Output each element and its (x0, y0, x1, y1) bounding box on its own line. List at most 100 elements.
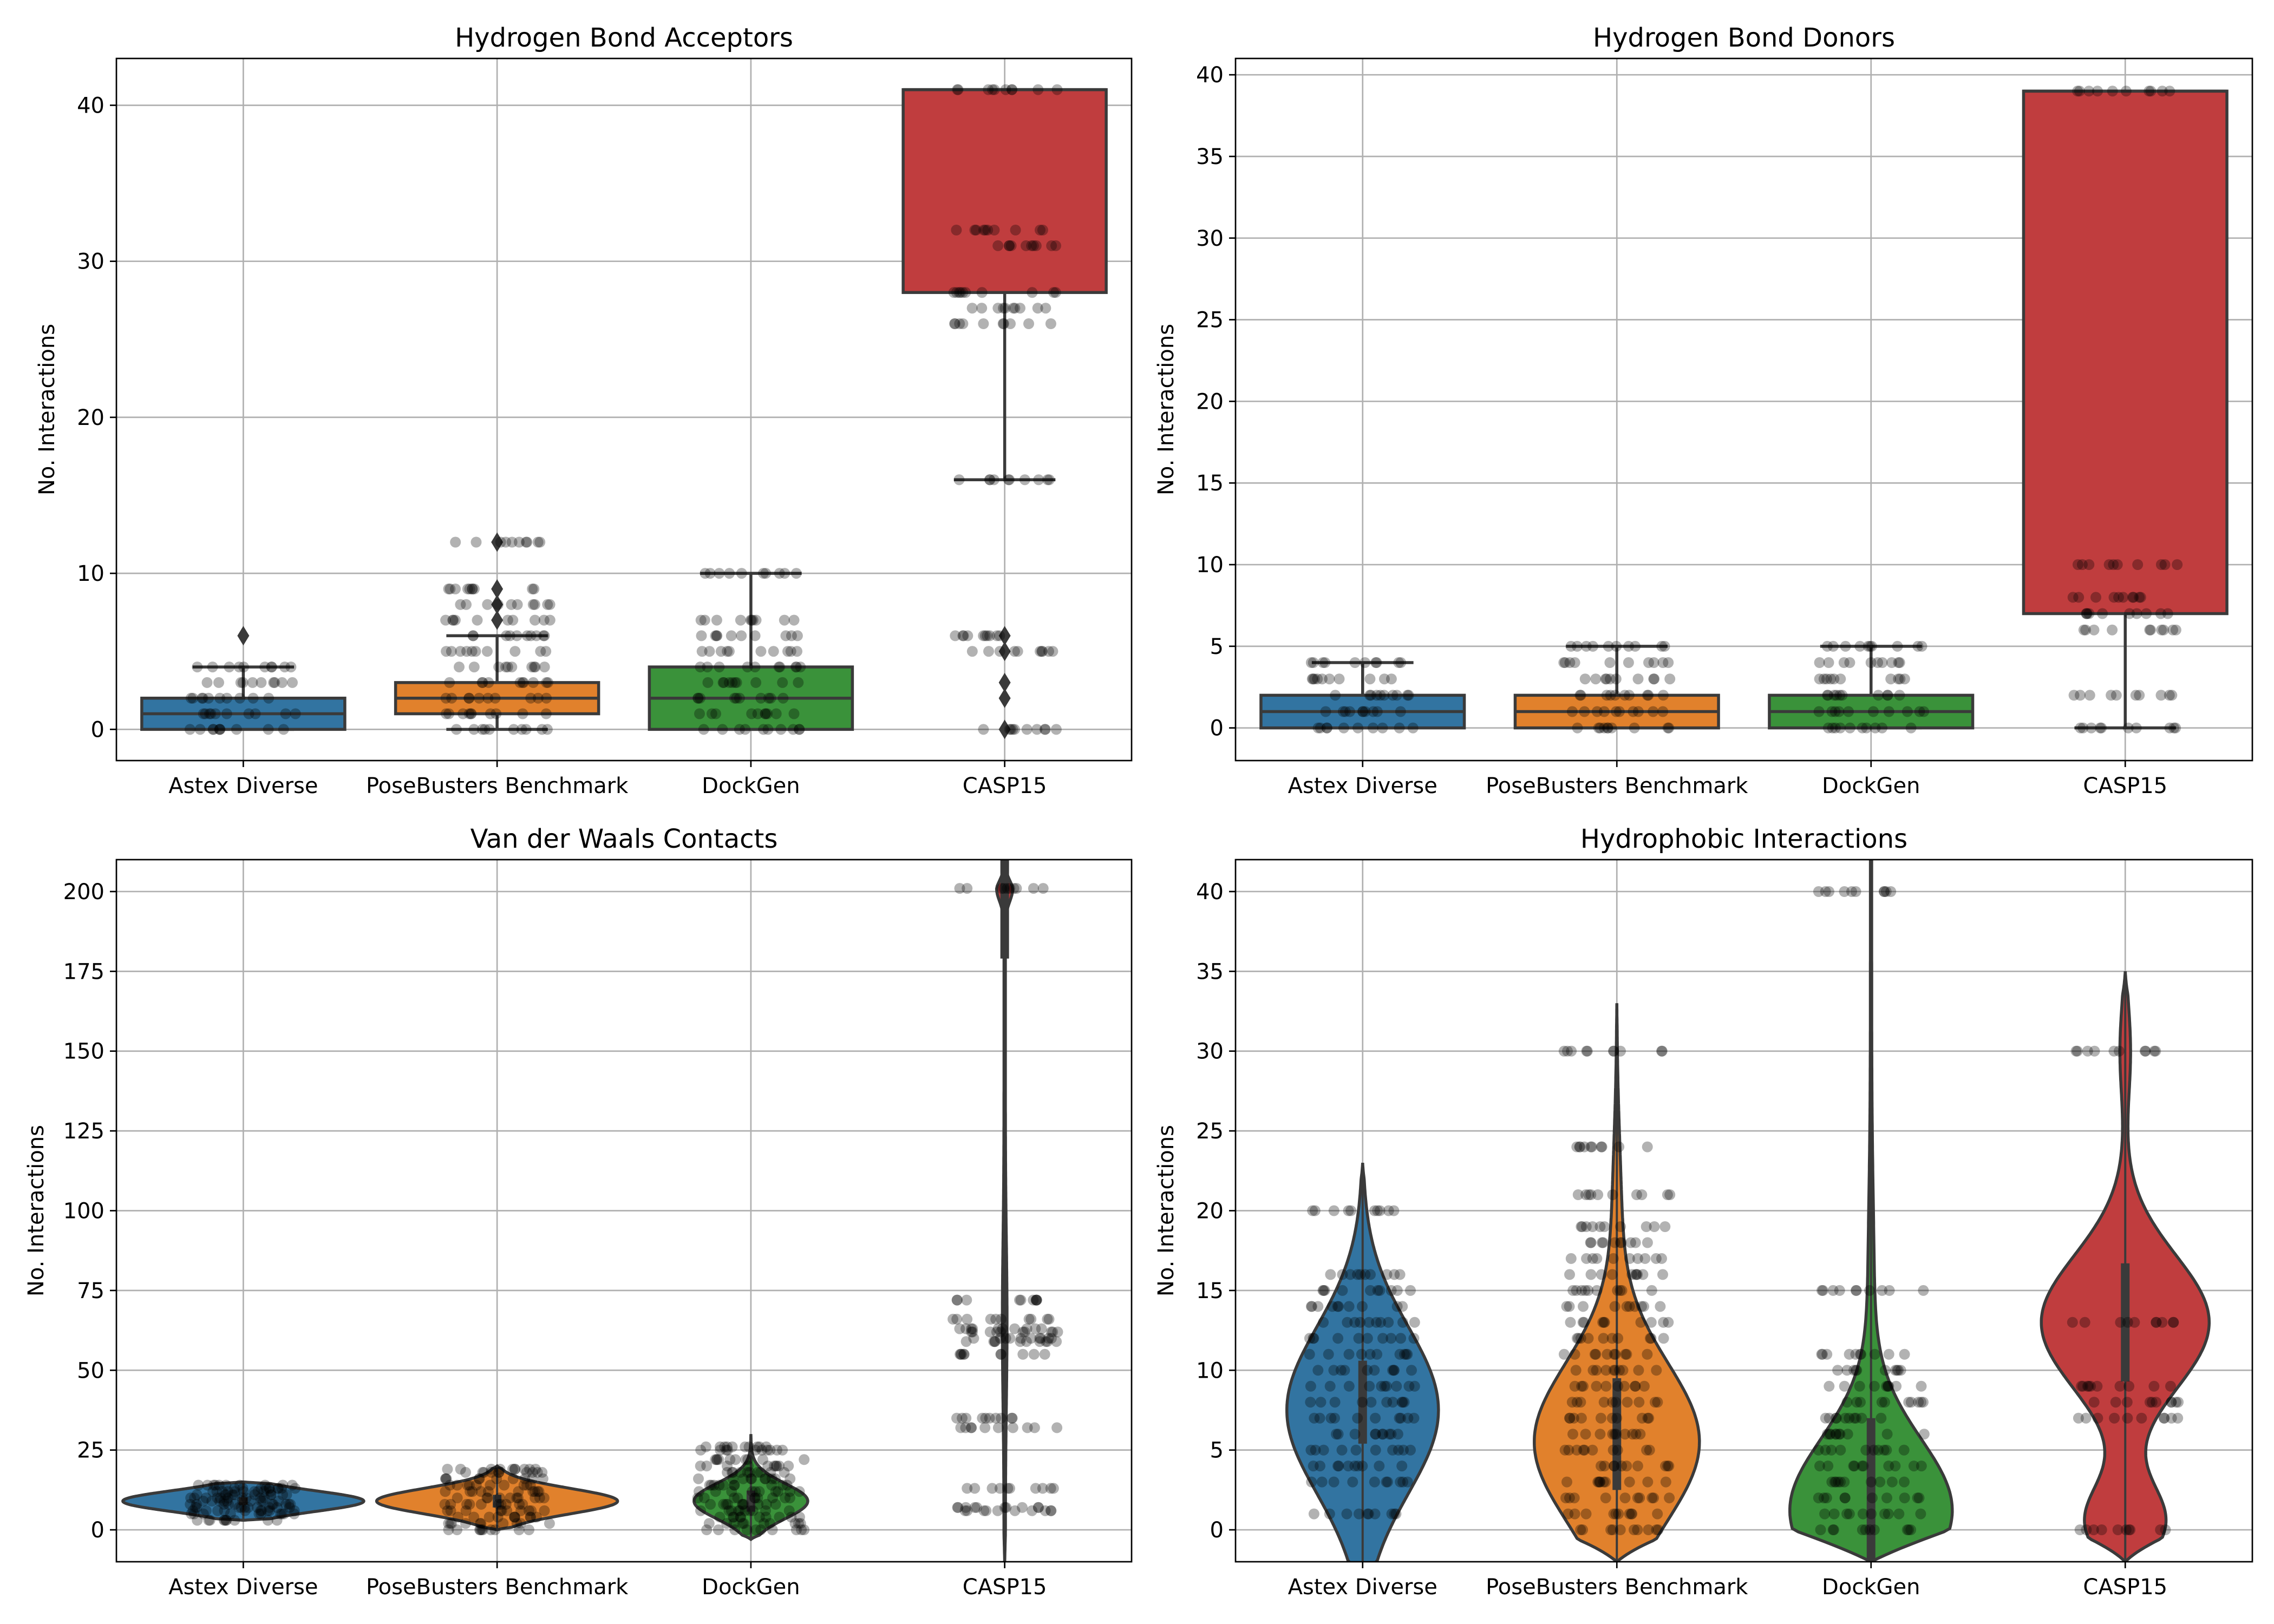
data-point (1646, 1285, 1657, 1296)
data-point (2157, 1317, 2168, 1328)
data-point (2073, 592, 2084, 603)
data-point (984, 1412, 995, 1424)
data-point (1901, 706, 1913, 717)
data-point (1596, 1269, 1607, 1280)
data-point (1882, 690, 1893, 701)
data-point (788, 724, 799, 735)
data-point (1642, 1141, 1653, 1152)
data-point (1371, 1348, 1383, 1360)
data-point (2159, 559, 2171, 570)
data-point (1312, 1365, 1324, 1376)
data-point (205, 708, 217, 719)
y-tick-label: 10 (1196, 553, 1224, 578)
data-point (502, 662, 513, 673)
data-point (221, 1515, 232, 1526)
data-point (753, 1498, 764, 1510)
data-point (1558, 1348, 1570, 1360)
data-point (1391, 1301, 1403, 1312)
data-point (735, 614, 746, 626)
data-point (1009, 646, 1020, 657)
data-point (1881, 1444, 1892, 1456)
data-point (1905, 722, 1917, 734)
data-point (746, 708, 757, 719)
data-point (1830, 1429, 1841, 1440)
data-point (738, 1498, 749, 1510)
data-point (1606, 1412, 1618, 1424)
y-tick-label: 35 (1196, 959, 1224, 984)
data-point (1352, 1461, 1363, 1472)
data-point (2115, 1317, 2126, 1328)
data-point (1648, 706, 1659, 717)
data-point (955, 1348, 966, 1360)
data-point (700, 1441, 711, 1452)
data-point (1880, 886, 1892, 897)
data-point (1377, 1333, 1388, 1344)
data-point (2074, 86, 2085, 97)
data-point (1662, 1461, 1674, 1472)
data-point (729, 692, 740, 704)
data-point (1611, 1412, 1623, 1424)
data-point (957, 287, 969, 298)
data-point (1830, 722, 1841, 734)
data-point (1360, 657, 1370, 668)
data-point (1848, 1365, 1860, 1376)
data-point (959, 1505, 971, 1516)
data-point (1040, 303, 1051, 314)
data-point (724, 568, 735, 579)
data-point (1389, 1365, 1400, 1376)
data-point (468, 1511, 480, 1523)
data-point (1578, 1380, 1589, 1392)
data-point (1585, 1189, 1597, 1200)
data-point (1392, 1429, 1403, 1440)
data-point (794, 724, 805, 735)
data-point (1893, 673, 1904, 685)
y-tick-label: 35 (1196, 145, 1224, 169)
data-point (219, 1489, 231, 1501)
data-point (1898, 1444, 1910, 1456)
data-point (540, 646, 552, 657)
data-point (1913, 1492, 1925, 1504)
data-point (702, 662, 713, 673)
data-point (1617, 1365, 1629, 1376)
y-tick-label: 40 (77, 93, 104, 118)
data-point (1886, 657, 1897, 668)
data-point (1564, 657, 1576, 668)
data-point (1608, 1508, 1619, 1520)
data-point (1015, 303, 1025, 314)
data-point (721, 1444, 732, 1456)
data-point (2109, 1412, 2120, 1424)
data-point (784, 1492, 795, 1504)
data-point (2166, 1412, 2177, 1424)
data-point (187, 692, 199, 704)
data-point (1035, 225, 1045, 235)
data-point (1009, 1505, 1021, 1516)
data-point (1032, 303, 1043, 314)
data-point (794, 1511, 805, 1523)
data-point (755, 646, 767, 657)
data-point (1872, 657, 1884, 668)
data-point (468, 662, 480, 673)
data-point (961, 1294, 972, 1306)
data-point (1030, 1323, 1041, 1334)
data-point (1863, 640, 1874, 652)
data-point (1824, 1412, 1835, 1424)
data-point (1363, 1508, 1374, 1520)
data-point (1315, 722, 1326, 734)
data-point (1376, 1429, 1388, 1440)
data-point (2166, 1397, 2177, 1408)
data-point (989, 84, 1000, 95)
data-point (726, 630, 737, 641)
data-point (1635, 1429, 1646, 1440)
data-point (1391, 690, 1402, 701)
data-point (471, 536, 482, 548)
data-point (1816, 1285, 1827, 1296)
data-point (247, 677, 258, 688)
data-point (998, 303, 1009, 314)
data-point (221, 708, 232, 719)
data-point (1031, 1294, 1042, 1306)
data-point (701, 1524, 713, 1535)
data-point (723, 646, 735, 657)
data-point (2168, 1317, 2179, 1328)
data-point (2114, 1380, 2126, 1392)
y-tick-label: 10 (1196, 1358, 1224, 1383)
